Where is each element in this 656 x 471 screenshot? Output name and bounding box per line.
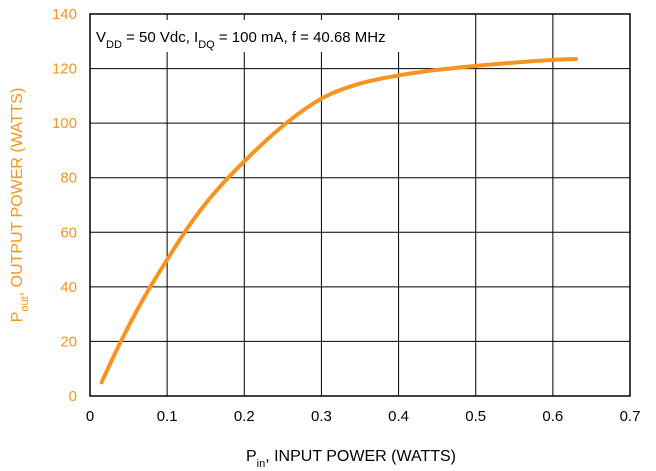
pout-vs-pin-curve	[99, 57, 578, 385]
y-tick-label: 0	[69, 388, 77, 405]
x-axis-label: Pin, INPUT POWER (WATTS)	[246, 448, 456, 470]
x-tick-label: 0.6	[542, 408, 563, 425]
x-tick-label: 0.4	[388, 408, 409, 425]
y-axis-label: Pout, OUTPUT POWER (WATTS)	[9, 88, 31, 323]
y-tick-label: 100	[52, 115, 77, 132]
plot-border	[89, 13, 631, 397]
x-tick-label: 0.5	[465, 408, 486, 425]
y-tick-label: 60	[60, 224, 77, 241]
conditions-text: VDD = 50 Vdc, IDQ = 100 mA, f = 40.68 MH…	[96, 29, 386, 51]
y-axis-title: Pout, OUTPUT POWER (WATTS)	[9, 88, 31, 323]
conditions-annotation: VDD = 50 Vdc, IDQ = 100 mA, f = 40.68 MH…	[91, 20, 426, 52]
x-axis-title: Pin, INPUT POWER (WATTS)	[246, 448, 456, 470]
y-tick-labels: 0 20 40 60 80 100 120 140	[52, 6, 77, 405]
y-tick-label: 80	[60, 170, 77, 187]
y-tick-label: 120	[52, 61, 77, 78]
x-tick-label: 0.3	[311, 408, 332, 425]
y-tick-label: 140	[52, 6, 77, 23]
x-tick-label: 0.7	[620, 408, 641, 425]
x-tick-label: 0.2	[234, 408, 255, 425]
x-tick-labels: 0 0.1 0.2 0.3 0.4 0.5 0.6 0.7	[86, 408, 641, 425]
annotation-background	[91, 20, 426, 52]
grid	[89, 13, 631, 397]
y-tick-label: 20	[60, 333, 77, 350]
y-tick-label: 40	[60, 279, 77, 296]
plot-frame	[89, 13, 631, 397]
x-tick-label: 0.1	[157, 408, 178, 425]
series-curves	[99, 57, 578, 385]
x-tick-label: 0	[86, 408, 94, 425]
